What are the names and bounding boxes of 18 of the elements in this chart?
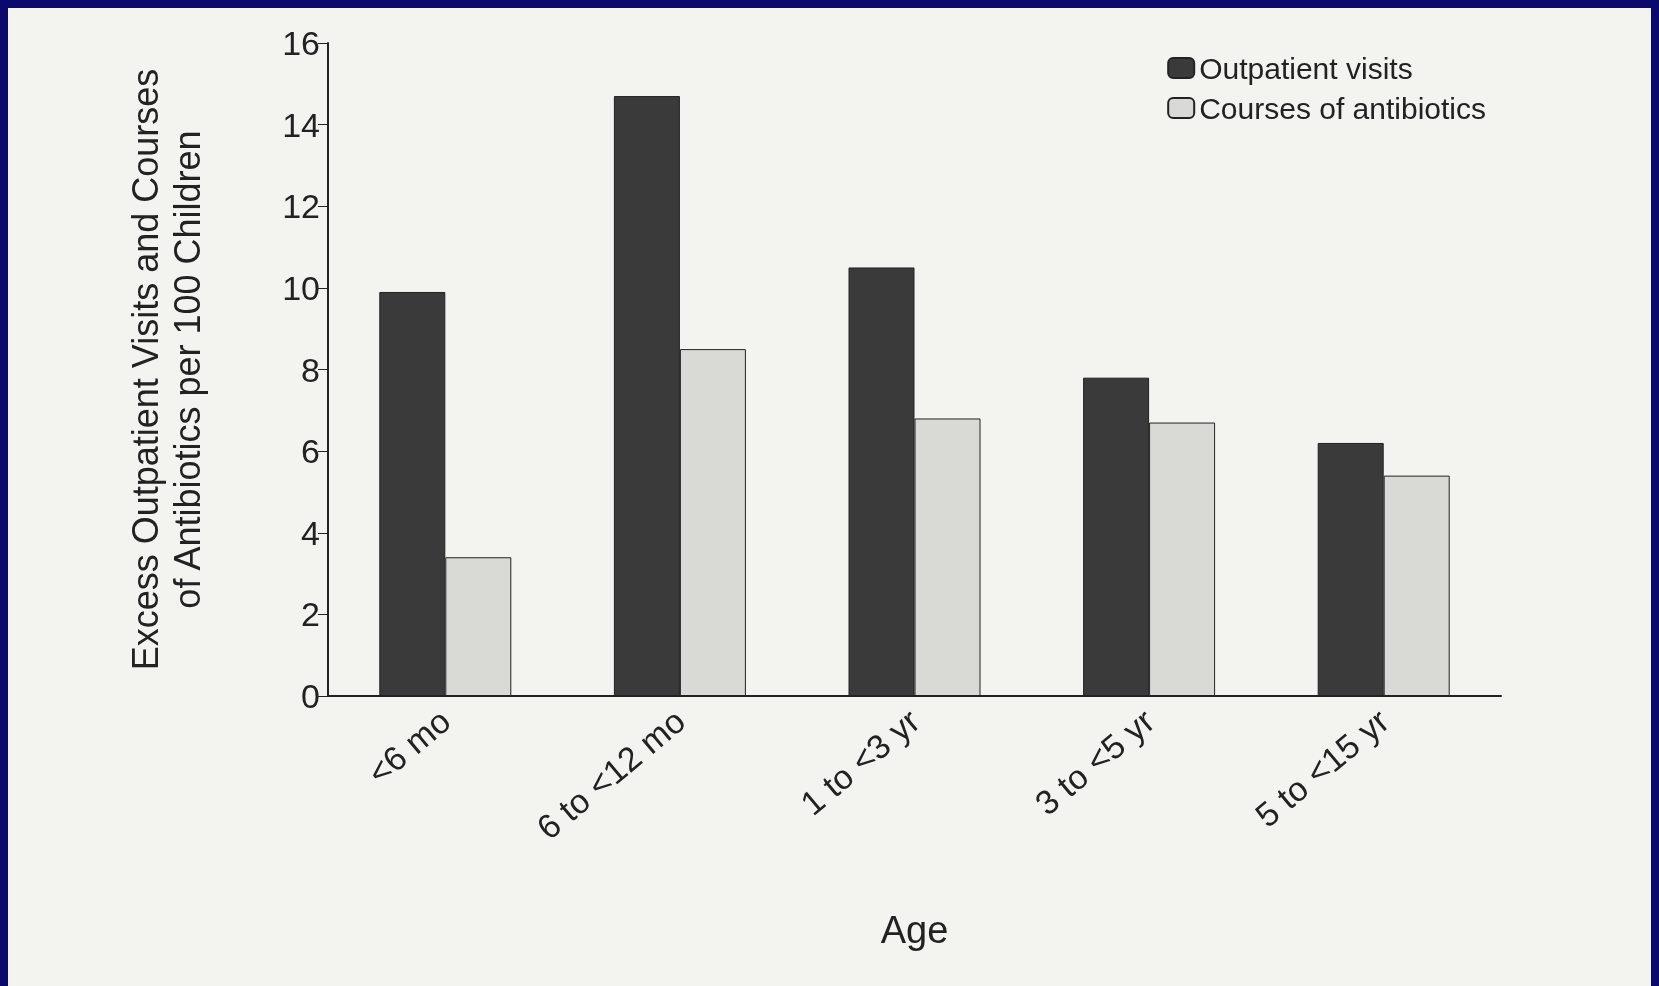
y-tick-label: 12	[282, 187, 320, 226]
y-tick-label: 16	[282, 24, 320, 62]
x-axis-title: Age	[880, 909, 949, 951]
y-tick-label: 14	[282, 105, 320, 144]
x-tick-label: 5 to <15 yr	[1247, 701, 1396, 835]
legend-label: Courses of antibiotics	[1199, 91, 1487, 125]
legend-label: Outpatient visits	[1199, 51, 1413, 85]
y-tick-label: 6	[301, 432, 320, 471]
x-tick-label: 6 to <12 mo	[529, 701, 693, 847]
y-tick-label: 0	[301, 677, 320, 715]
x-tick-label: <6 mo	[359, 701, 458, 792]
y-axis-title: Excess Outpatient Visits and Courses of Antibiotics per 100 Children	[124, 68, 208, 671]
y-tick-label: 8	[301, 350, 320, 389]
x-tick-label: 1 to <3 yr	[792, 701, 927, 823]
y-tick-label: 4	[301, 513, 320, 552]
y-tick-label: 2	[301, 595, 320, 634]
y-tick-label: 10	[282, 268, 320, 307]
x-tick-label: 3 to <5 yr	[1027, 701, 1162, 823]
